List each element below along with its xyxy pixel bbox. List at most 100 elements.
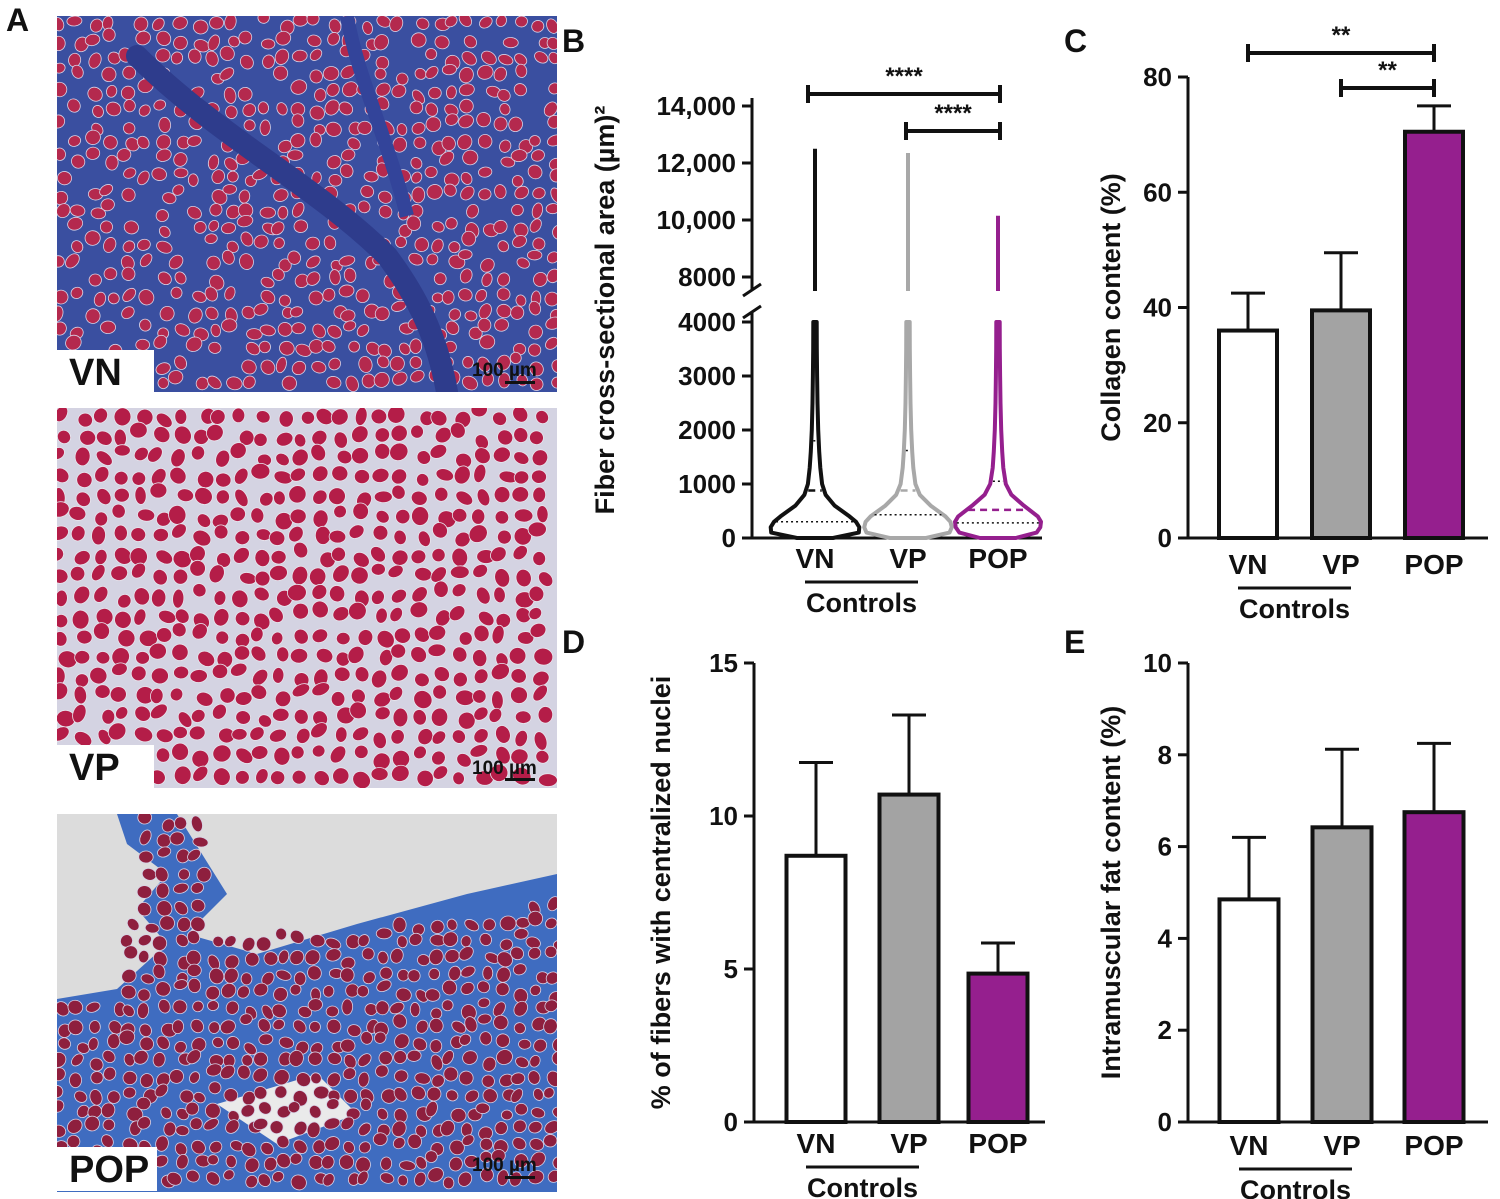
muscle-fiber <box>67 1019 84 1036</box>
muscle-fiber <box>428 967 441 981</box>
muscle-fiber <box>443 183 457 197</box>
muscle-fiber <box>134 705 151 722</box>
muscle-fiber <box>121 266 136 281</box>
muscle-fiber <box>513 451 530 465</box>
muscle-fiber <box>205 1171 221 1186</box>
muscle-fiber <box>85 1001 101 1013</box>
muscle-fiber <box>234 530 251 546</box>
bar-vn <box>1217 328 1279 540</box>
x-tick-label-pop: POP <box>968 543 1027 574</box>
muscle-fiber <box>137 508 156 522</box>
muscle-fiber <box>177 916 192 933</box>
muscle-fiber <box>526 249 543 261</box>
muscle-fiber <box>109 686 127 703</box>
muscle-fiber <box>425 988 441 1002</box>
muscle-fiber <box>378 1050 393 1066</box>
muscle-fiber <box>494 184 507 199</box>
muscle-fiber <box>90 18 104 33</box>
muscle-fiber <box>208 341 222 354</box>
muscle-fiber <box>69 1072 82 1089</box>
muscle-fiber <box>258 1101 272 1115</box>
y-tick-label: 40 <box>1143 293 1172 323</box>
violin-vp <box>862 320 954 540</box>
muscle-fiber <box>513 927 529 940</box>
muscle-fiber <box>360 185 375 198</box>
muscle-fiber <box>89 1057 104 1072</box>
muscle-fiber <box>340 967 355 983</box>
muscle-fiber <box>57 467 70 484</box>
muscle-fiber <box>71 64 84 79</box>
muscle-fiber <box>347 645 365 664</box>
muscle-fiber <box>527 1070 541 1085</box>
muscle-fiber <box>430 919 445 934</box>
muscle-fiber <box>122 65 136 80</box>
muscle-fiber <box>254 570 271 587</box>
muscle-fiber <box>71 154 86 169</box>
muscle-fiber <box>544 999 557 1013</box>
muscle-fiber <box>107 292 120 305</box>
muscle-fiber <box>272 1171 285 1183</box>
muscle-fiber <box>159 306 175 322</box>
muscle-fiber <box>260 1141 274 1156</box>
muscle-fiber <box>537 706 554 724</box>
muscle-fiber <box>374 67 387 80</box>
muscle-fiber <box>372 1132 388 1146</box>
muscle-fiber <box>57 62 66 74</box>
muscle-fiber <box>330 691 346 707</box>
muscle-fiber <box>262 54 275 69</box>
muscle-fiber <box>203 1118 219 1131</box>
muscle-fiber <box>530 1107 546 1119</box>
muscle-fiber <box>356 324 370 337</box>
muscle-fiber <box>133 608 147 626</box>
muscle-fiber <box>391 1120 407 1138</box>
muscle-fiber <box>169 1069 184 1084</box>
muscle-fiber <box>545 917 557 930</box>
muscle-fiber <box>358 1141 372 1154</box>
muscle-fiber <box>191 1139 206 1155</box>
muscle-fiber <box>278 949 290 965</box>
muscle-fiber <box>309 1020 321 1033</box>
muscle-fiber <box>133 446 149 462</box>
muscle-fiber <box>408 252 424 266</box>
muscle-fiber <box>538 773 557 787</box>
muscle-fiber <box>490 663 510 681</box>
muscle-fiber <box>216 552 232 568</box>
muscle-fiber <box>156 833 172 848</box>
panel-letter-d: D <box>562 624 585 660</box>
muscle-fiber <box>458 946 474 961</box>
muscle-fiber <box>398 342 411 356</box>
y-axis-title: % of fibers with centralized nuclei <box>646 676 676 1110</box>
muscle-fiber <box>377 343 392 358</box>
muscle-fiber <box>544 291 557 307</box>
muscle-fiber <box>456 753 472 768</box>
muscle-fiber <box>138 104 151 117</box>
muscle-fiber <box>544 945 557 958</box>
y-tick-label: 8000 <box>678 262 736 292</box>
muscle-fiber <box>513 83 527 97</box>
muscle-fiber <box>499 938 513 951</box>
muscle-fiber <box>392 1136 406 1150</box>
muscle-fiber <box>207 154 220 171</box>
muscle-fiber <box>355 288 370 304</box>
muscle-fiber <box>57 408 69 423</box>
muscle-fiber <box>108 1020 123 1035</box>
x-tick-label-vn: VN <box>1229 549 1268 580</box>
muscle-fiber <box>193 221 207 234</box>
muscle-fiber <box>68 505 87 521</box>
muscle-fiber <box>345 375 359 392</box>
muscle-fiber <box>377 950 389 965</box>
muscle-fiber <box>271 1003 287 1019</box>
muscle-fiber <box>253 1086 268 1100</box>
muscle-fiber <box>224 157 238 172</box>
muscle-fiber <box>206 423 224 442</box>
muscle-fiber <box>552 1106 557 1119</box>
muscle-fiber <box>529 218 542 233</box>
y-tick-label: 4 <box>1158 923 1173 953</box>
muscle-fiber <box>372 524 389 541</box>
muscle-fiber <box>387 564 404 579</box>
muscle-fiber <box>213 524 229 540</box>
muscle-fiber <box>174 816 188 830</box>
muscle-fiber <box>328 174 343 187</box>
group-label-controls: Controls <box>807 1173 918 1199</box>
muscle-fiber <box>425 1100 438 1118</box>
